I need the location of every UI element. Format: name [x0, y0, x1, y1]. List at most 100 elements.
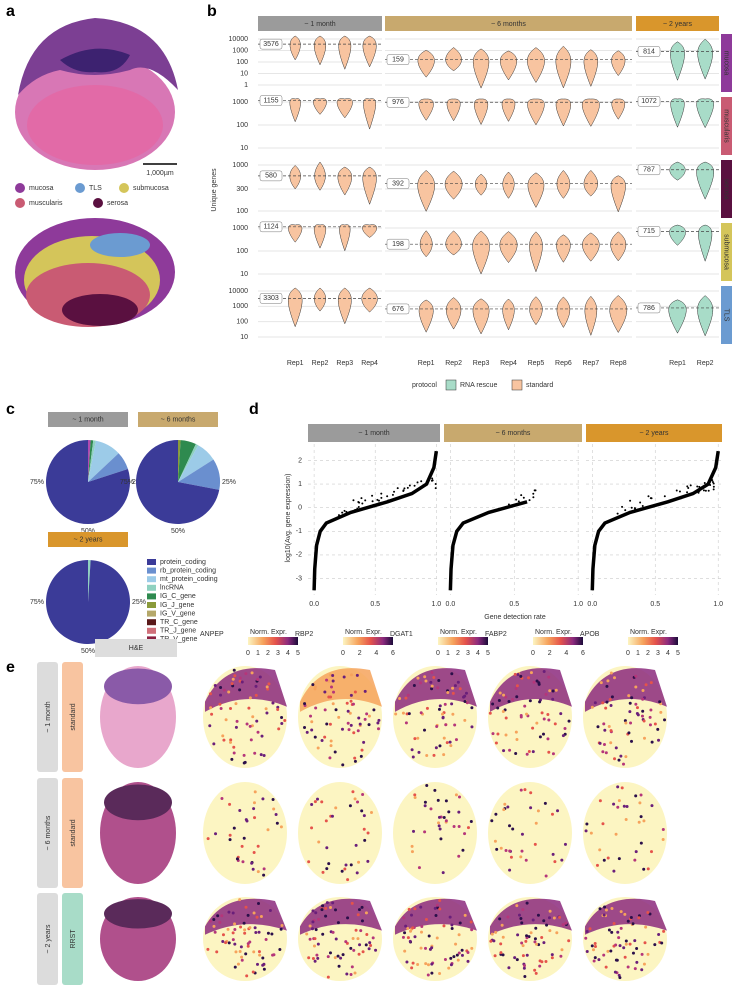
violin [527, 98, 545, 126]
spot [349, 699, 353, 703]
colorbar-tick: 5 [486, 650, 490, 657]
spot [622, 946, 626, 950]
y-tick-label: 100 [236, 122, 248, 129]
point [675, 489, 678, 492]
point [515, 498, 518, 501]
spot [411, 961, 415, 965]
median-label: 392 [392, 181, 404, 188]
spot [218, 920, 222, 924]
spot [410, 748, 414, 752]
spot [228, 802, 232, 806]
spot [353, 971, 357, 975]
legend-label: IG_V_gene [160, 610, 196, 617]
spot [593, 942, 597, 946]
spot [460, 953, 464, 957]
spot [313, 735, 317, 739]
spot [616, 930, 620, 934]
spot [358, 722, 362, 726]
spot [271, 797, 275, 801]
spot [598, 741, 602, 745]
pie-tick-label: 25% [222, 479, 236, 486]
violin [529, 296, 543, 326]
spot [231, 911, 235, 915]
point [698, 485, 701, 488]
spot [623, 955, 627, 959]
spot [515, 904, 519, 908]
spot [325, 846, 329, 850]
spot [423, 804, 427, 808]
point [528, 499, 531, 502]
spot [367, 714, 371, 718]
spot [630, 696, 634, 700]
spot [634, 702, 638, 706]
spot [524, 858, 528, 862]
spot [267, 682, 271, 686]
y-tick-label: -1 [296, 528, 302, 535]
violin [289, 35, 301, 61]
violin [444, 170, 463, 200]
pie-slice [45, 440, 130, 524]
spot [595, 863, 599, 867]
spot [524, 939, 528, 943]
spot [280, 924, 284, 928]
spot [231, 677, 235, 681]
spot [419, 681, 423, 685]
violin [289, 98, 301, 123]
spot [547, 675, 551, 679]
spot [628, 701, 632, 705]
spot [444, 799, 448, 803]
spot [423, 800, 427, 804]
spot [634, 794, 638, 798]
spot [238, 949, 242, 953]
pie-slice [178, 445, 214, 482]
spot [658, 700, 662, 704]
spot [230, 682, 234, 686]
spot [410, 844, 414, 848]
spot [496, 706, 500, 710]
x-tick-label: Rep8 [610, 360, 627, 367]
median-box [386, 178, 410, 189]
colorbar-tick: 3 [466, 650, 470, 657]
tissue-map [583, 782, 667, 884]
spot [376, 721, 380, 725]
spot [240, 844, 244, 848]
spot [590, 705, 594, 709]
spot [449, 963, 453, 967]
spot [525, 752, 529, 756]
violin [698, 224, 713, 262]
spot [363, 689, 367, 693]
spot [534, 926, 538, 930]
violin [417, 49, 435, 78]
spot [614, 746, 618, 750]
spot [345, 972, 349, 976]
spot [438, 899, 442, 903]
spot [603, 728, 607, 732]
spot [423, 946, 427, 950]
spot [239, 945, 243, 949]
spot [525, 934, 529, 938]
spot [357, 860, 361, 864]
spot [233, 965, 237, 969]
tissue-map [488, 782, 572, 884]
spot [314, 706, 318, 710]
tissue-band [490, 898, 572, 935]
median-box [259, 38, 283, 50]
spot [239, 925, 243, 929]
spot [451, 691, 455, 695]
tissue-band [205, 898, 287, 935]
pie-slice [88, 440, 96, 482]
colorbar-tick: 1 [256, 650, 260, 657]
spot [426, 973, 430, 977]
spot [355, 871, 359, 875]
spot [609, 949, 613, 953]
spot [419, 905, 423, 909]
spot [506, 915, 510, 919]
spot [544, 959, 548, 963]
spot [229, 706, 233, 710]
point [408, 484, 411, 487]
colorbar-tick: 1 [636, 650, 640, 657]
legend-label: TR_C_gene [160, 619, 198, 626]
spot [454, 942, 458, 946]
pie-title: ~ 1 month [72, 416, 103, 423]
